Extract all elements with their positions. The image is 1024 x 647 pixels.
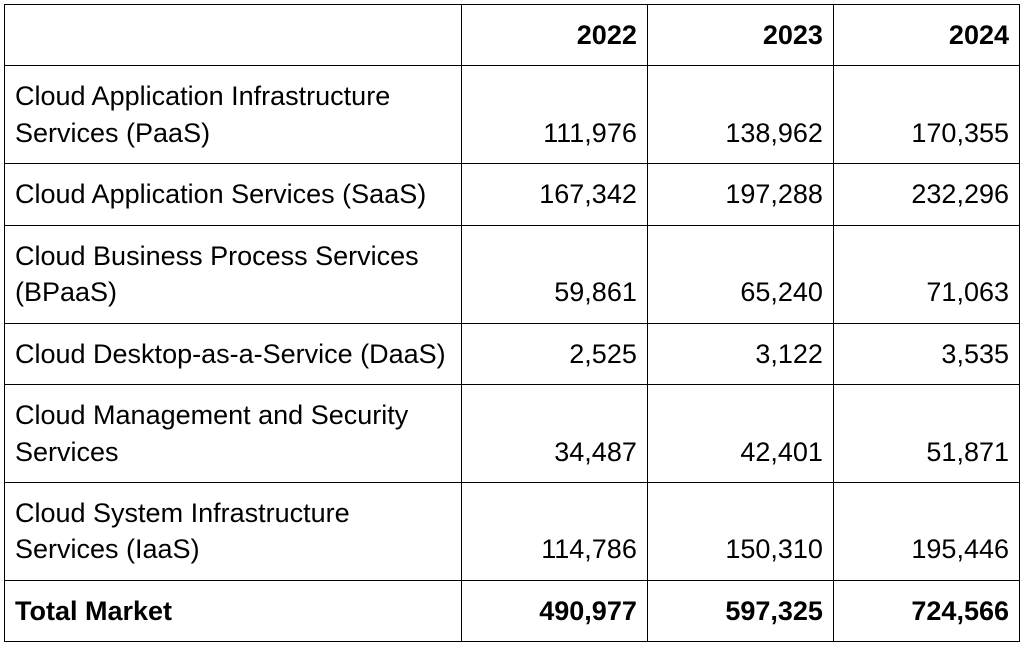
- total-value: 597,325: [647, 580, 833, 641]
- row-value: 111,976: [461, 66, 647, 164]
- row-value: 232,296: [833, 164, 1019, 225]
- row-value: 3,122: [647, 323, 833, 384]
- row-value: 65,240: [647, 225, 833, 323]
- row-label: Cloud System Infrastructure Services (Ia…: [5, 482, 462, 580]
- column-header-2024: 2024: [833, 5, 1019, 66]
- total-value: 490,977: [461, 580, 647, 641]
- column-header-2022: 2022: [461, 5, 647, 66]
- total-label: Total Market: [5, 580, 462, 641]
- cloud-market-table: 2022 2023 2024 Cloud Application Infrast…: [4, 4, 1020, 642]
- table-row: Cloud Desktop-as-a-Service (DaaS) 2,525 …: [5, 323, 1020, 384]
- row-label: Cloud Desktop-as-a-Service (DaaS): [5, 323, 462, 384]
- total-value: 724,566: [833, 580, 1019, 641]
- table-row: Cloud Management and Security Services 3…: [5, 385, 1020, 483]
- column-header-2023: 2023: [647, 5, 833, 66]
- row-value: 2,525: [461, 323, 647, 384]
- row-value: 71,063: [833, 225, 1019, 323]
- row-label: Cloud Application Services (SaaS): [5, 164, 462, 225]
- cloud-market-table-container: 2022 2023 2024 Cloud Application Infrast…: [4, 4, 1020, 642]
- table-total-row: Total Market 490,977 597,325 724,566: [5, 580, 1020, 641]
- row-value: 195,446: [833, 482, 1019, 580]
- row-value: 34,487: [461, 385, 647, 483]
- row-value: 114,786: [461, 482, 647, 580]
- row-value: 138,962: [647, 66, 833, 164]
- row-value: 167,342: [461, 164, 647, 225]
- row-value: 51,871: [833, 385, 1019, 483]
- table-row: Cloud Application Infrastructure Service…: [5, 66, 1020, 164]
- row-label: Cloud Application Infrastructure Service…: [5, 66, 462, 164]
- row-value: 170,355: [833, 66, 1019, 164]
- row-value: 42,401: [647, 385, 833, 483]
- table-header-row: 2022 2023 2024: [5, 5, 1020, 66]
- column-header-blank: [5, 5, 462, 66]
- table-row: Cloud Business Process Services (BPaaS) …: [5, 225, 1020, 323]
- row-label: Cloud Business Process Services (BPaaS): [5, 225, 462, 323]
- row-value: 59,861: [461, 225, 647, 323]
- row-value: 150,310: [647, 482, 833, 580]
- row-value: 3,535: [833, 323, 1019, 384]
- table-row: Cloud System Infrastructure Services (Ia…: [5, 482, 1020, 580]
- row-value: 197,288: [647, 164, 833, 225]
- row-label: Cloud Management and Security Services: [5, 385, 462, 483]
- table-row: Cloud Application Services (SaaS) 167,34…: [5, 164, 1020, 225]
